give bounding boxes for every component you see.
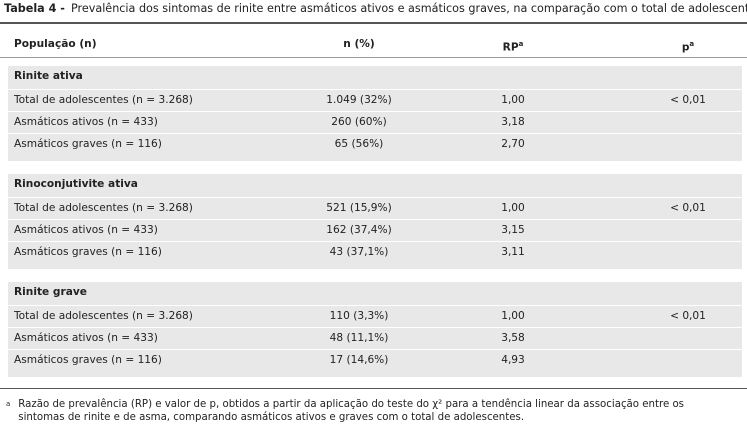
cell-p [648,350,728,371]
bottom-rule [0,388,747,389]
cell-rp: 2,70 [501,138,525,150]
cell-n: 43 (37,1%) [329,246,389,258]
cell-population: Asmáticos ativos (n = 433) [14,116,158,128]
cell-population: Total de adolescentes (n = 3.268) [14,94,193,106]
cell-population: Total de adolescentes (n = 3.268) [14,202,193,214]
cell-n: 521 (15,9%) [326,202,392,214]
cell-population: Asmáticos graves (n = 116) [14,354,162,366]
table-row: Asmáticos ativos (n = 433) 48 (11,1%) 3,… [8,328,742,349]
section-title: Rinoconjutivite ativa [14,178,138,190]
table-row: Asmáticos graves (n = 116) 65 (56%) 2,70 [8,134,742,155]
table-row: Asmáticos graves (n = 116) 43 (37,1%) 3,… [8,242,742,263]
cell-p: < 0,01 [670,310,706,322]
cell-rp: 3,18 [501,116,525,128]
header-p-label: p [681,41,690,54]
section-rinite-grave: Rinite grave Total de adolescentes (n = … [8,282,742,377]
row-separator [8,197,742,198]
row-separator [8,111,742,112]
cell-n: 1.049 (32%) [326,94,392,106]
cell-population: Asmáticos ativos (n = 433) [14,332,158,344]
section-title: Rinite ativa [14,70,83,82]
cell-p [648,220,728,241]
row-separator [8,219,742,220]
cell-p [648,328,728,349]
cell-n: 48 (11,1%) [329,332,389,344]
row-separator [8,241,742,242]
cell-population: Asmáticos graves (n = 116) [14,138,162,150]
cell-rp: 4,93 [501,354,525,366]
header-rule [0,57,747,58]
table-header: População (n) n (%) RPa pa [8,33,742,55]
cell-population: Asmáticos graves (n = 116) [14,246,162,258]
cell-n: 162 (37,4%) [326,224,392,236]
header-rp-sup: a [518,40,524,48]
header-rp: RPa [478,33,548,55]
cell-n: 65 (56%) [334,138,384,150]
table-row: Total de adolescentes (n = 3.268) 110 (3… [8,306,742,327]
cell-p [648,242,728,263]
footnote-text: Razão de prevalência (RP) e valor de p, … [18,399,684,423]
section-rinite-ativa: Rinite ativa Total de adolescentes (n = … [8,66,742,161]
row-separator [8,133,742,134]
section-title: Rinite grave [14,286,87,298]
row-separator [8,349,742,350]
cell-rp: 3,11 [501,246,525,258]
table-row: Total de adolescentes (n = 3.268) 521 (1… [8,198,742,219]
cell-p [648,112,728,133]
caption-label: Tabela 4 - [4,2,65,15]
header-population: População (n) [14,38,97,50]
section-rinoconjuntivite-ativa: Rinoconjutivite ativa Total de adolescen… [8,174,742,269]
cell-n: 17 (14,6%) [329,354,389,366]
cell-p: < 0,01 [670,94,706,106]
header-rp-label: RP [502,41,519,54]
table-footnote: a Razão de prevalência (RP) e valor de p,… [6,398,736,424]
cell-p [648,134,728,155]
table-row: Asmáticos ativos (n = 433) 162 (37,4%) 3… [8,220,742,241]
table-caption: Tabela 4 - Prevalência dos sintomas de ri… [4,2,747,15]
top-rule [0,22,747,24]
header-n-percent: n (%) [343,38,375,50]
cell-p: < 0,01 [670,202,706,214]
caption-text: Prevalência dos sintomas de rinite entre… [70,2,747,15]
row-separator [8,89,742,90]
cell-rp: 1,00 [501,202,525,214]
cell-rp: 1,00 [501,94,525,106]
table-row: Total de adolescentes (n = 3.268) 1.049 … [8,90,742,111]
row-separator [8,327,742,328]
cell-population: Total de adolescentes (n = 3.268) [14,310,193,322]
cell-population: Asmáticos ativos (n = 433) [14,224,158,236]
cell-rp: 3,15 [501,224,525,236]
table-row: Asmáticos graves (n = 116) 17 (14,6%) 4,… [8,350,742,371]
cell-n: 260 (60%) [331,116,387,128]
cell-n: 110 (3,3%) [329,310,389,322]
header-p: pa [648,33,728,55]
cell-rp: 1,00 [501,310,525,322]
footnote-marker: a [6,400,11,408]
row-separator [8,305,742,306]
table-row: Asmáticos ativos (n = 433) 260 (60%) 3,1… [8,112,742,133]
header-p-sup: a [689,40,695,48]
cell-rp: 3,58 [501,332,525,344]
